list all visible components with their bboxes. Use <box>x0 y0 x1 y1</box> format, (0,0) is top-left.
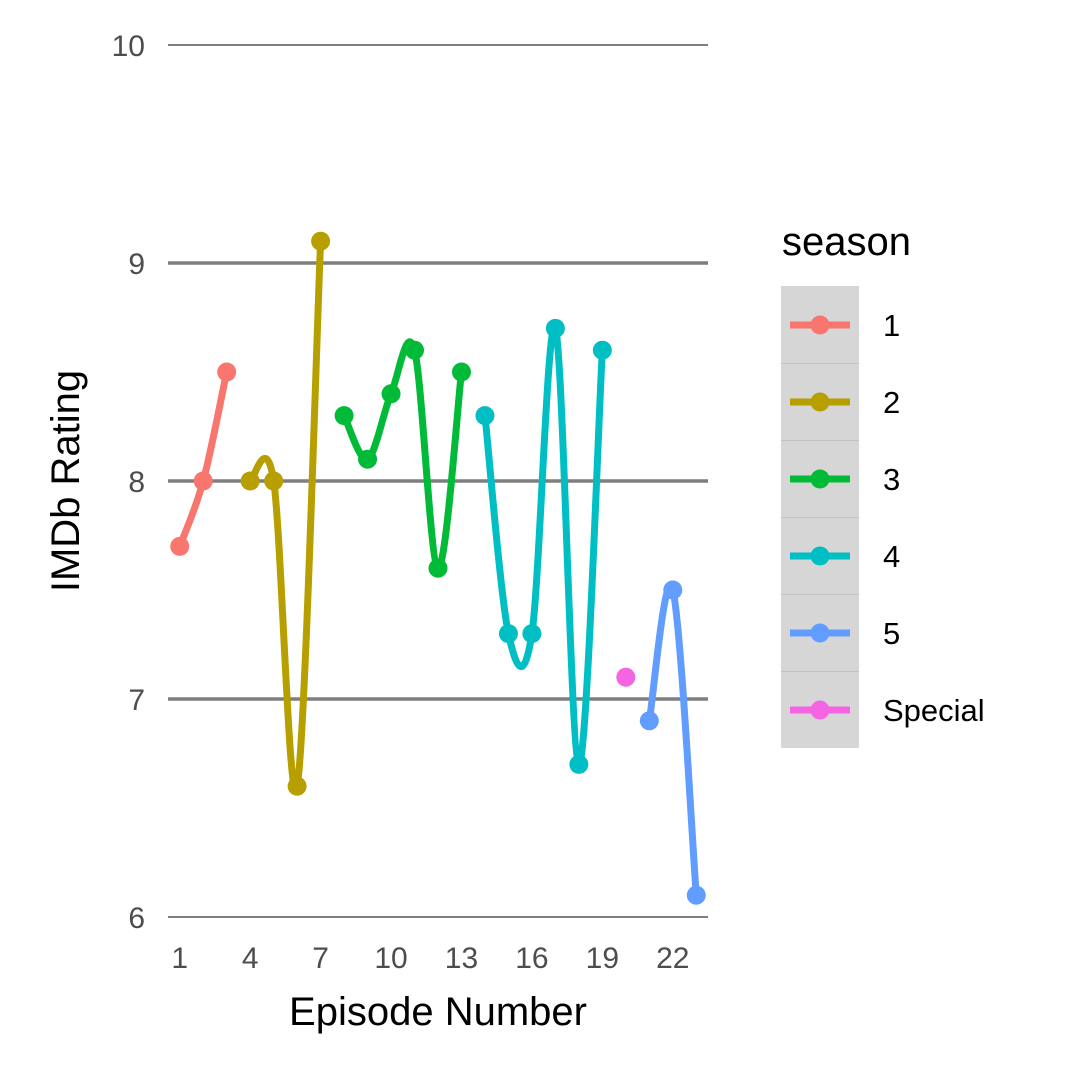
legend-label: 3 <box>883 462 900 497</box>
series-line-5 <box>645 582 700 899</box>
data-point <box>498 624 518 644</box>
data-point <box>264 471 284 491</box>
data-point <box>616 667 636 687</box>
legend-label: Special <box>883 693 985 728</box>
data-point <box>170 536 190 556</box>
data-point <box>686 885 706 905</box>
y-tick-label: 7 <box>128 684 145 717</box>
y-tick-label: 9 <box>128 248 145 281</box>
x-tick-labels: 1 4 7 10 13 16 19 22 <box>171 942 689 975</box>
x-tick-label: 22 <box>656 942 689 975</box>
series-line-2 <box>246 237 325 794</box>
legend-title: season <box>782 220 911 264</box>
legend-items: 1 2 3 4 5 Special <box>781 308 985 728</box>
data-point <box>545 318 565 338</box>
data-point <box>311 231 331 251</box>
legend-label: 2 <box>883 385 900 420</box>
data-point <box>639 711 659 731</box>
legend-key-point <box>810 546 830 566</box>
data-point <box>569 754 589 774</box>
x-tick-label: 13 <box>445 942 478 975</box>
y-tick-label: 8 <box>128 466 145 499</box>
y-tick-labels: 6 7 8 9 10 <box>112 30 145 935</box>
data-point <box>451 362 471 382</box>
y-tick-label: 6 <box>128 902 145 935</box>
x-tick-label: 19 <box>586 942 619 975</box>
y-tick-label: 10 <box>112 30 145 63</box>
x-tick-label: 16 <box>515 942 548 975</box>
data-point <box>193 471 213 491</box>
series-points <box>170 231 706 905</box>
data-point <box>240 471 260 491</box>
data-point <box>358 449 378 469</box>
data-point <box>522 624 542 644</box>
y-axis-title: IMDb Rating <box>44 370 88 592</box>
data-point <box>428 558 448 578</box>
legend-key-point <box>810 469 830 489</box>
x-tick-label: 10 <box>374 942 407 975</box>
legend: season 1 2 3 4 5 Special <box>781 220 985 748</box>
legend-key-point <box>810 623 830 643</box>
legend-key-point <box>810 392 830 412</box>
x-tick-label: 4 <box>242 942 259 975</box>
data-point <box>405 340 425 360</box>
data-point <box>475 406 495 426</box>
legend-label: 5 <box>883 616 900 651</box>
x-axis-title: Episode Number <box>289 990 587 1034</box>
legend-label: 4 <box>883 539 900 574</box>
series-line-1 <box>176 368 231 550</box>
legend-key-point <box>810 315 830 335</box>
data-point <box>334 406 354 426</box>
x-tick-label: 1 <box>171 942 188 975</box>
data-point <box>592 340 612 360</box>
data-point <box>663 580 683 600</box>
legend-key-point <box>810 700 830 720</box>
legend-label: 1 <box>883 308 900 343</box>
x-tick-label: 7 <box>312 942 329 975</box>
data-point <box>217 362 237 382</box>
data-point <box>287 776 307 796</box>
data-point <box>381 384 401 404</box>
